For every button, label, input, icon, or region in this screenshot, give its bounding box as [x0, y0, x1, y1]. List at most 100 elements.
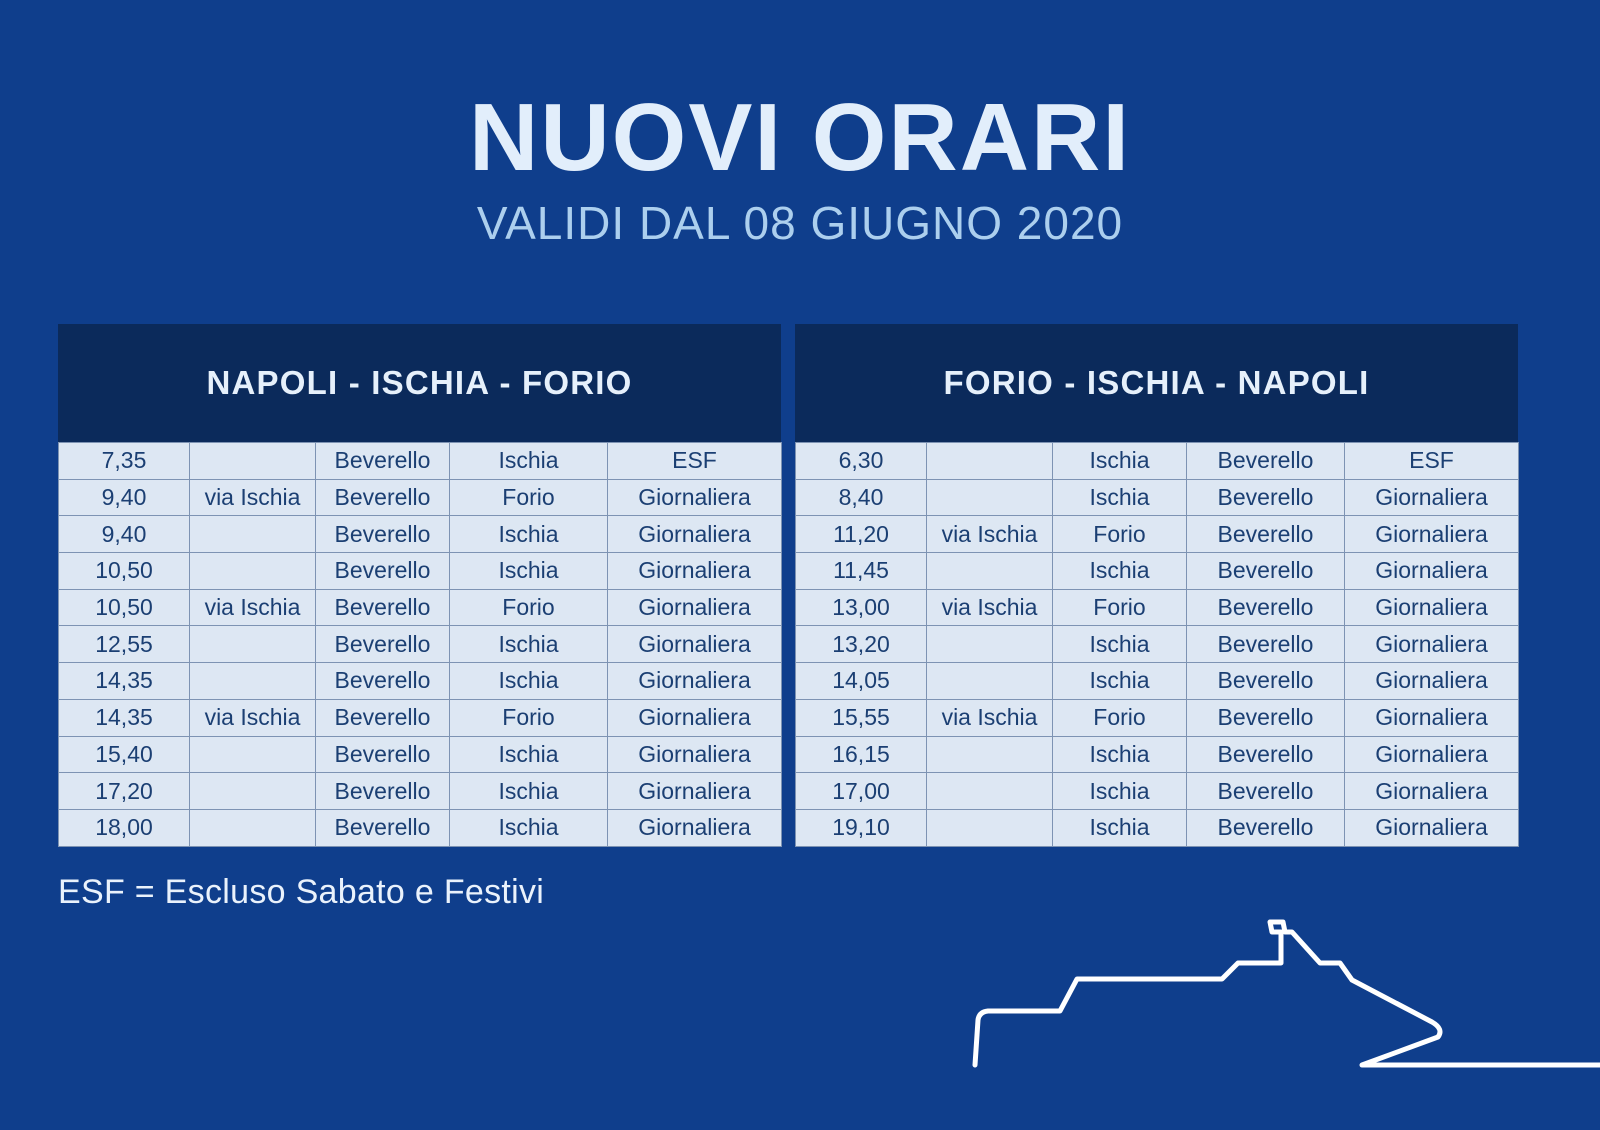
cell-from: Beverello [315, 552, 450, 590]
cell-time: 17,00 [795, 772, 927, 810]
cell-note: ESF [1344, 442, 1519, 480]
cell-to: Beverello [1186, 478, 1345, 517]
cell-to: Ischia [449, 735, 608, 774]
cell-to: Ischia [449, 808, 608, 847]
cell-from: Ischia [1052, 478, 1187, 517]
cell-from: Beverello [315, 625, 450, 664]
cell-via [189, 442, 316, 480]
cell-note: Giornaliera [1344, 662, 1519, 700]
table-row: 9,40 via Ischia Beverello Forio Giornaliera [58, 478, 782, 517]
cell-note: Giornaliera [1344, 698, 1519, 737]
ferry-silhouette-icon [0, 919, 1600, 1068]
schedule-header-right-label: FORIO - ISCHIA - NAPOLI [943, 364, 1370, 401]
cell-note: Giornaliera [607, 625, 782, 664]
cell-to: Ischia [449, 515, 608, 554]
cell-from: Beverello [315, 662, 450, 700]
cell-to: Ischia [449, 662, 608, 700]
cell-to: Forio [449, 588, 608, 627]
table-row: 13,20 Ischia Beverello Giornaliera [795, 625, 1519, 664]
cell-time: 9,40 [58, 478, 190, 517]
table-row: 7,35 Beverello Ischia ESF [58, 442, 782, 480]
cell-from: Ischia [1052, 662, 1187, 700]
table-row: 12,55 Beverello Ischia Giornaliera [58, 625, 782, 664]
table-row: 8,40 Ischia Beverello Giornaliera [795, 478, 1519, 517]
cell-via: via Ischia [189, 478, 316, 517]
schedule-header-right: FORIO - ISCHIA - NAPOLI [795, 324, 1518, 442]
page-subtitle: VALIDI DAL 08 GIUGNO 2020 [476, 197, 1124, 249]
cell-time: 12,55 [58, 625, 190, 664]
cell-note: Giornaliera [607, 808, 782, 847]
legend-esf: ESF = Escluso Sabato e Festivi [58, 873, 545, 911]
cell-via [189, 662, 316, 700]
cell-note: Giornaliera [607, 588, 782, 627]
table-row: 19,10 Ischia Beverello Giornaliera [795, 808, 1519, 847]
cell-from: Beverello [315, 478, 450, 517]
table-row: 14,05 Ischia Beverello Giornaliera [795, 662, 1519, 700]
cell-time: 14,35 [58, 698, 190, 737]
cell-time: 10,50 [58, 552, 190, 590]
cell-note: Giornaliera [1344, 735, 1519, 774]
cell-via [926, 662, 1053, 700]
cell-to: Ischia [449, 772, 608, 810]
cell-via: via Ischia [189, 698, 316, 737]
cell-note: Giornaliera [607, 662, 782, 700]
cell-from: Ischia [1052, 735, 1187, 774]
cell-from: Ischia [1052, 808, 1187, 847]
cell-from: Beverello [315, 772, 450, 810]
cell-from: Ischia [1052, 442, 1187, 480]
cell-from: Forio [1052, 588, 1187, 627]
cell-time: 15,40 [58, 735, 190, 774]
cell-time: 10,50 [58, 588, 190, 627]
schedule-card-napoli-ischia-forio: NAPOLI - ISCHIA - FORIO 7,35 Beverello Isc… [58, 324, 782, 847]
cell-from: Forio [1052, 698, 1187, 737]
cell-note: ESF [607, 442, 782, 480]
cell-via [189, 552, 316, 590]
cell-note: Giornaliera [607, 552, 782, 590]
cell-to: Beverello [1186, 625, 1345, 664]
table-row: 18,00 Beverello Ischia Giornaliera [58, 808, 782, 847]
table-row: 10,50 Beverello Ischia Giornaliera [58, 552, 782, 590]
cell-time: 9,40 [58, 515, 190, 554]
cell-via: via Ischia [926, 588, 1053, 627]
cell-via [189, 772, 316, 810]
cell-note: Giornaliera [607, 735, 782, 774]
cell-to: Beverello [1186, 515, 1345, 554]
cell-time: 13,00 [795, 588, 927, 627]
cell-to: Forio [449, 478, 608, 517]
table-row: 14,35 via Ischia Beverello Forio Giornaliera [58, 698, 782, 737]
cell-to: Ischia [449, 442, 608, 480]
cell-time: 6,30 [795, 442, 927, 480]
ferry-outline [972, 919, 1600, 1068]
table-row: 11,45 Ischia Beverello Giornaliera [795, 552, 1519, 590]
cell-from: Beverello [315, 515, 450, 554]
cell-via [189, 735, 316, 774]
table-row: 17,20 Beverello Ischia Giornaliera [58, 772, 782, 810]
table-row: 9,40 Beverello Ischia Giornaliera [58, 515, 782, 554]
cell-time: 14,05 [795, 662, 927, 700]
cell-from: Beverello [315, 735, 450, 774]
schedule-table-right: 6,30 Ischia Beverello ESF 8,40 Ischia Beverell… [795, 442, 1519, 847]
cell-via [189, 625, 316, 664]
cell-to: Beverello [1186, 772, 1345, 810]
cell-via [926, 625, 1053, 664]
cell-via [926, 808, 1053, 847]
cell-to: Beverello [1186, 698, 1345, 737]
cell-via [926, 478, 1053, 517]
cell-to: Beverello [1186, 662, 1345, 700]
cell-note: Giornaliera [1344, 478, 1519, 517]
cell-time: 8,40 [795, 478, 927, 517]
table-row: 15,40 Beverello Ischia Giornaliera [58, 735, 782, 774]
title-block: NUOVI ORARI VALIDI DAL 08 GIUGNO 2020 [0, 90, 1600, 249]
cell-to: Beverello [1186, 808, 1345, 847]
schedule-header-left: NAPOLI - ISCHIA - FORIO [58, 324, 781, 442]
table-row: 16,15 Ischia Beverello Giornaliera [795, 735, 1519, 774]
cell-time: 11,20 [795, 515, 927, 554]
cell-time: 16,15 [795, 735, 927, 774]
cell-to: Ischia [449, 625, 608, 664]
schedule-card-forio-ischia-napoli: FORIO - ISCHIA - NAPOLI 6,30 Ischia Bevere… [795, 324, 1519, 847]
cell-note: Giornaliera [1344, 552, 1519, 590]
table-row: 17,00 Ischia Beverello Giornaliera [795, 772, 1519, 810]
cell-note: Giornaliera [1344, 772, 1519, 810]
cell-via [189, 515, 316, 554]
